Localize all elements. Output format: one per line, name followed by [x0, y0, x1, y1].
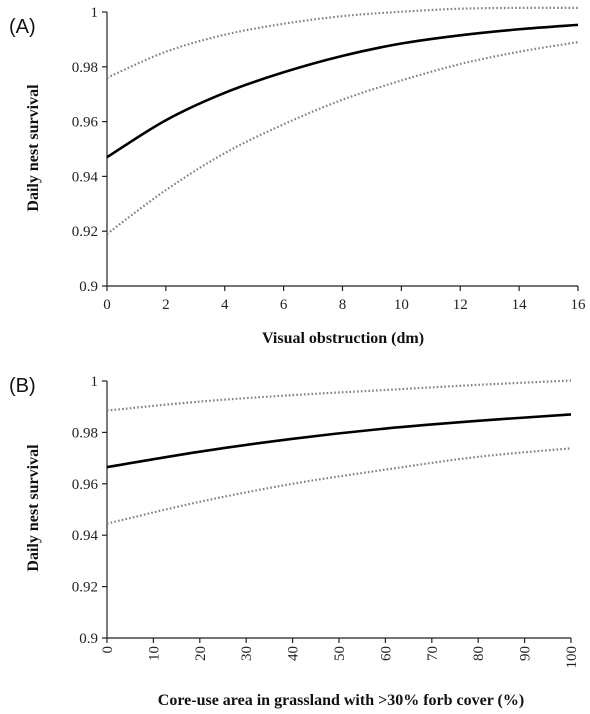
x-tick-label: 50 [332, 646, 348, 661]
x-tick-label: 80 [471, 646, 487, 661]
x-tick-label: 60 [378, 646, 394, 661]
y-tick-label: 1 [91, 374, 99, 390]
series-estimate-line [106, 23, 579, 159]
x-tick-label: 0 [100, 646, 116, 654]
x-tick-label: 10 [394, 297, 409, 313]
x-tick-label: 100 [564, 646, 580, 669]
x-tick-label: 40 [286, 646, 302, 661]
x-tick-label: 14 [512, 297, 528, 313]
x-tick-label: 16 [571, 297, 587, 313]
y-tick-label: 0.92 [72, 580, 98, 596]
x-tick-label: 0 [103, 297, 111, 313]
y-tick-label: 0.96 [72, 115, 99, 131]
panel-b: (B) Daily nest survival Core-use area in… [9, 374, 580, 709]
panel-label: (A) [9, 16, 36, 38]
x-axis-title: Visual obstruction (dm) [262, 330, 424, 347]
x-tick-label: 20 [193, 646, 209, 661]
x-axis-title: Core-use area in grassland with >30% for… [158, 692, 524, 709]
series-lower-line [106, 447, 572, 525]
x-tick-label: 12 [453, 297, 468, 313]
series-lower-line [106, 41, 579, 235]
series-upper-line [106, 379, 572, 412]
panel-label: (B) [9, 375, 36, 397]
y-tick-label: 0.98 [72, 60, 98, 76]
series-upper-line [106, 6, 579, 79]
x-tick-label: 30 [239, 646, 255, 661]
x-tick-label: 2 [162, 297, 170, 313]
y-tick-label: 0.94 [72, 169, 99, 185]
x-tick-label: 6 [280, 297, 288, 313]
y-tick-label: 0.94 [72, 528, 99, 544]
x-tick-label: 90 [518, 646, 534, 661]
y-tick-label: 0.9 [79, 631, 98, 647]
y-axis-title: Daily nest survival [25, 84, 42, 212]
x-tick-label: 8 [339, 297, 347, 313]
y-tick-label: 0.9 [79, 279, 98, 295]
y-tick-label: 0.92 [72, 224, 98, 240]
y-tick-label: 1 [91, 5, 99, 21]
y-tick-label: 0.98 [72, 425, 98, 441]
panel-a: (A) Daily nest survival Visual obstructi… [9, 5, 586, 347]
x-tick-label: 4 [221, 297, 229, 313]
series-estimate-line [106, 413, 572, 469]
x-tick-label: 70 [425, 646, 441, 661]
y-tick-label: 0.96 [72, 477, 99, 493]
y-axis-title: Daily nest survival [25, 444, 42, 572]
x-tick-label: 10 [146, 646, 162, 661]
